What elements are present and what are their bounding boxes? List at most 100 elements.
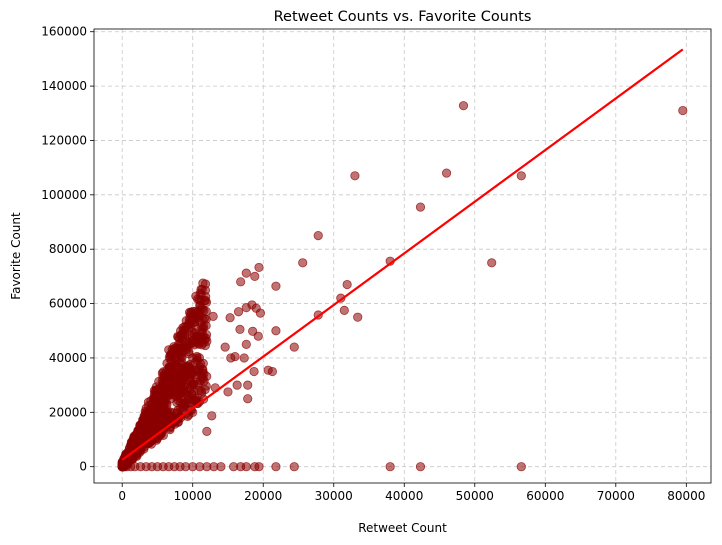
data-point [202, 426, 212, 436]
data-point [243, 380, 253, 390]
data-point [198, 358, 208, 368]
data-point [339, 305, 349, 315]
data-point [298, 258, 308, 268]
x-tick-label: 70000 [597, 489, 635, 503]
data-point [183, 361, 193, 371]
data-point [202, 336, 212, 346]
data-point [183, 324, 193, 334]
data-point [135, 423, 145, 433]
data-point [289, 462, 299, 472]
data-point [236, 277, 246, 287]
x-tick-label: 10000 [174, 489, 212, 503]
data-point [441, 168, 452, 178]
data-point [158, 386, 168, 396]
data-point [157, 368, 167, 378]
data-point [263, 365, 273, 375]
data-point [271, 326, 281, 336]
data-point [184, 339, 194, 349]
x-tick-label: 0 [118, 489, 126, 503]
data-point [516, 171, 526, 181]
data-point [239, 353, 249, 363]
data-point [241, 339, 251, 349]
y-tick-label: 60000 [49, 297, 87, 311]
grid [94, 29, 711, 483]
chart-title: Retweet Counts vs. Favorite Counts [274, 9, 532, 25]
data-point [186, 369, 196, 379]
data-point [225, 313, 235, 323]
data-point [220, 342, 230, 352]
data-point [200, 285, 211, 295]
data-point [175, 331, 186, 341]
y-tick-label: 20000 [49, 405, 87, 419]
data-point [193, 380, 203, 390]
data-point [197, 322, 207, 332]
data-point [271, 462, 281, 472]
data-point [255, 308, 266, 318]
data-point [169, 361, 180, 371]
data-point [233, 307, 244, 317]
data-point [129, 437, 139, 447]
data-point [177, 405, 187, 415]
data-point [223, 387, 233, 397]
x-tick-label: 40000 [385, 489, 423, 503]
data-point [188, 353, 198, 363]
data-point [207, 411, 217, 421]
data-point [196, 303, 206, 314]
data-point [241, 268, 251, 278]
data-point [164, 345, 174, 355]
data-point [162, 358, 172, 368]
x-tick-label: 50000 [456, 489, 494, 503]
data-point [342, 279, 352, 290]
data-point [250, 462, 260, 472]
x-tick-label: 20000 [244, 489, 282, 503]
data-point [119, 462, 129, 472]
data-point [171, 369, 181, 380]
data-point [415, 462, 426, 472]
y-tick-label: 160000 [41, 25, 87, 39]
data-point [191, 394, 201, 404]
data-point [197, 368, 207, 379]
data-point [415, 202, 426, 212]
data-point [385, 462, 395, 472]
data-point [158, 377, 168, 387]
x-axis-label: Retweet Count [358, 521, 447, 535]
data-point [232, 380, 242, 390]
data-point [350, 171, 360, 181]
y-axis-label: Favorite Count [9, 212, 23, 300]
y-tick-label: 0 [79, 460, 87, 474]
data-point [249, 366, 259, 377]
data-point [254, 262, 264, 273]
data-point [271, 281, 281, 291]
y-tick-label: 80000 [49, 242, 87, 256]
data-point [159, 414, 169, 424]
data-point [235, 324, 245, 335]
data-point [193, 333, 203, 343]
data-point [174, 389, 184, 399]
trend-line-layer [121, 48, 684, 461]
data-point [229, 462, 239, 472]
data-point [250, 271, 260, 281]
data-point [153, 406, 163, 417]
data-point [186, 308, 196, 319]
data-point [289, 342, 299, 352]
x-tick-label: 80000 [667, 489, 705, 503]
y-tick-label: 120000 [41, 133, 87, 147]
data-point [253, 331, 263, 341]
data-point [678, 105, 688, 116]
y-tick-label: 100000 [41, 188, 87, 202]
data-point [313, 231, 323, 241]
data-point [353, 312, 363, 322]
plot-frame [93, 28, 712, 484]
data-point [172, 345, 182, 355]
trend-line [121, 48, 684, 461]
data-point [243, 394, 253, 404]
axis-ticks: 0 10000 20000 30000 40000 50000 60000 70000 8000… [41, 25, 705, 503]
data-point [230, 351, 240, 362]
y-tick-label: 40000 [49, 351, 87, 365]
data-point [208, 311, 218, 321]
data-point [516, 462, 526, 472]
y-tick-label: 140000 [41, 79, 87, 93]
data-point [487, 258, 497, 268]
